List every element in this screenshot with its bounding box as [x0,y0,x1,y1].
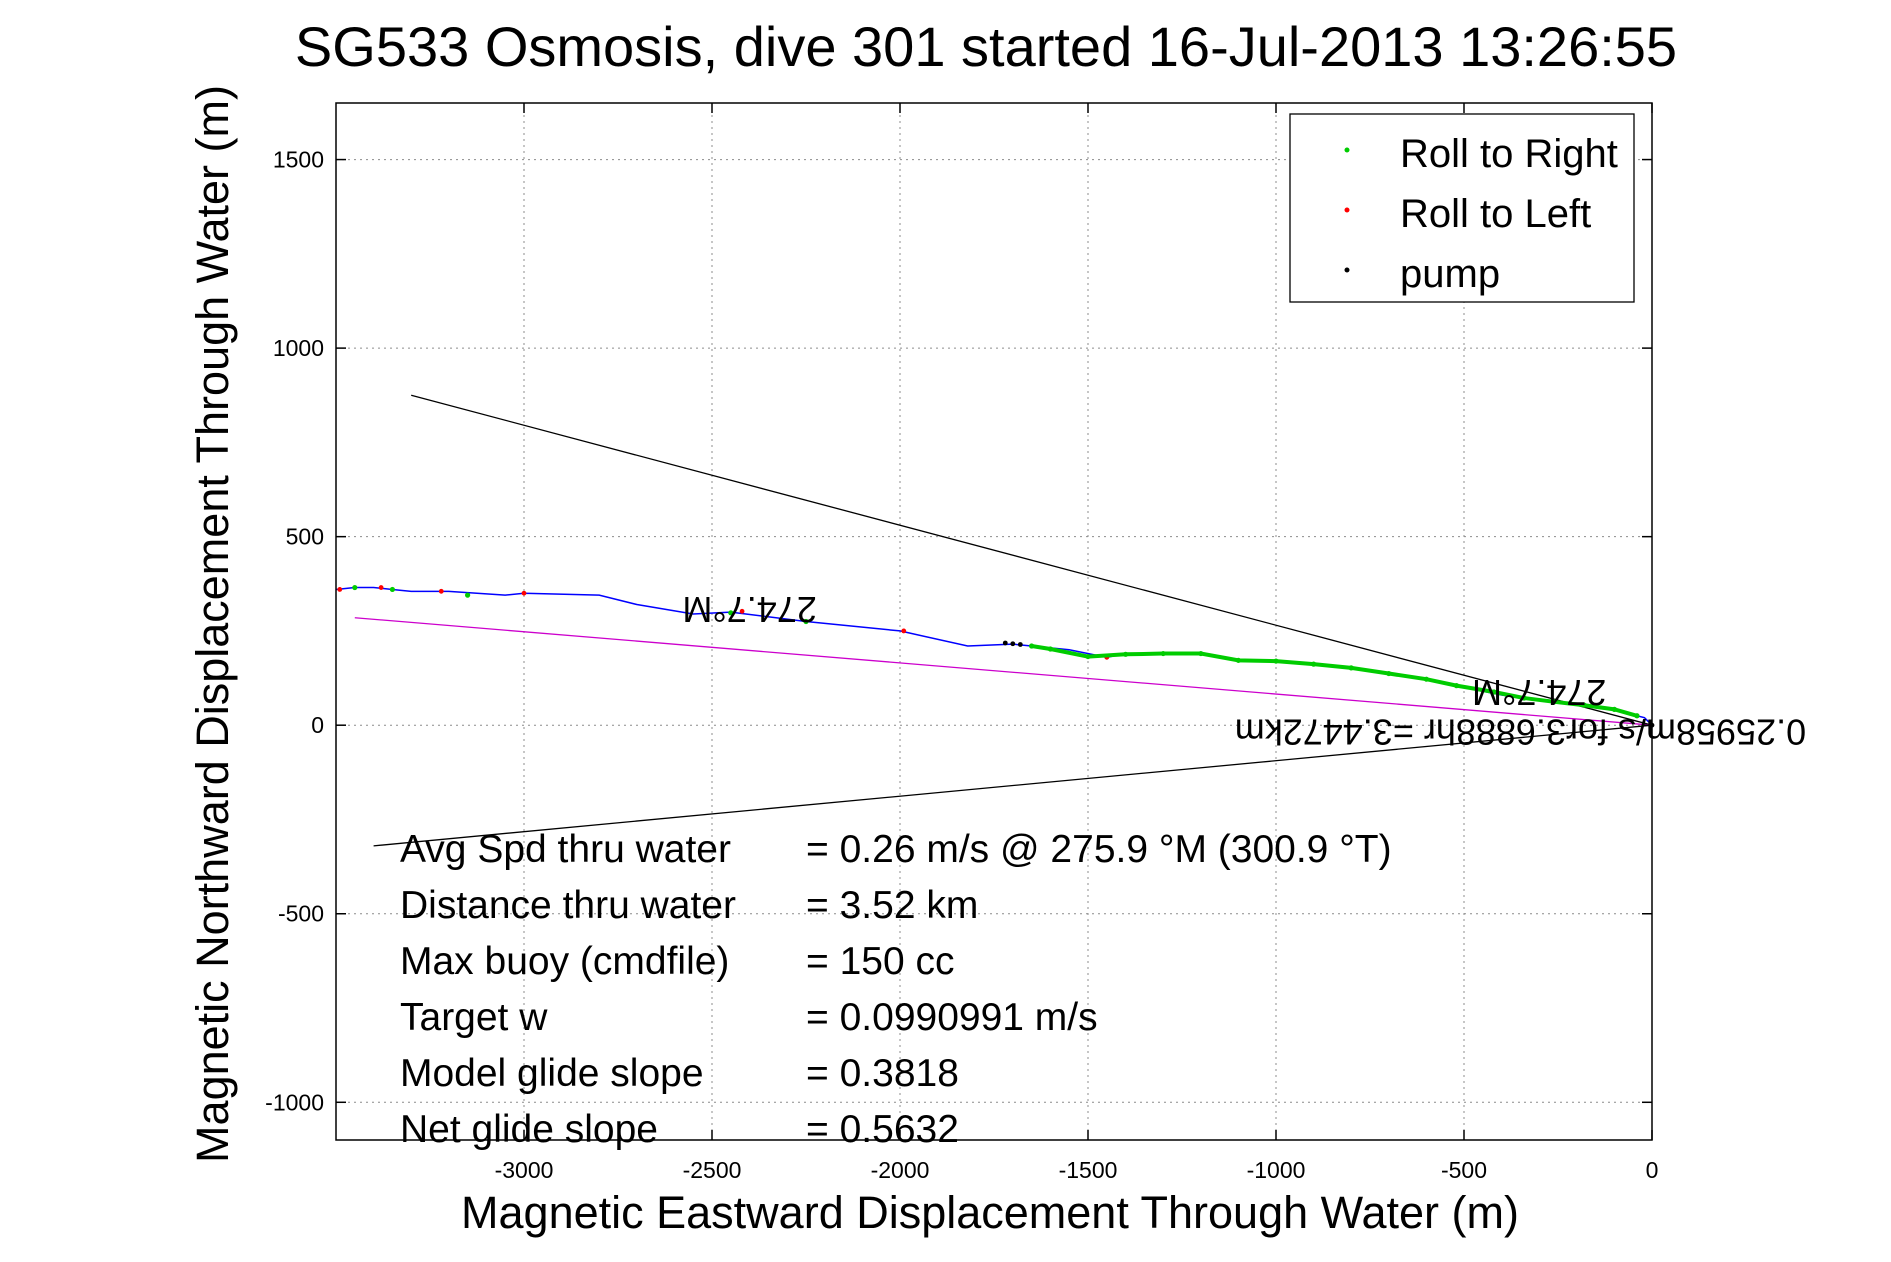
stat-label: Max buoy (cmdfile) [400,940,729,983]
legend-marker [1344,267,1350,273]
x-tick-label: -3000 [495,1157,554,1183]
data-point-pump [1002,640,1008,646]
reference-line-0 [411,394,1653,726]
annotation-0: 274.7°M [682,589,816,630]
y-tick-label: 0 [311,712,324,738]
legend-label: Roll to Right [1400,132,1618,176]
stat-value: = 0.5632 [806,1108,959,1151]
y-axis-label: Magnetic Northward Displacement Through … [187,85,238,1163]
chart-title: SG533 Osmosis, dive 301 started 16-Jul-2… [295,15,1677,78]
grid [336,103,1652,1140]
plot-frame [335,102,1653,1141]
stat-label: Model glide slope [400,1052,704,1095]
legend-marker [1344,207,1350,213]
x-tick-label: -2500 [683,1157,742,1183]
data-point-pump [1010,641,1016,647]
stat-label: Avg Spd thru water [400,828,731,871]
stat-value: = 150 cc [806,940,955,983]
reference-lines [354,394,1653,847]
y-tick-label: 1000 [273,335,324,361]
tick-labels: -3000 -2500 -2000 -1500 -1000 -500 0 -1000 -500 0… [265,103,1658,1183]
y-tick-label: -500 [278,901,324,927]
x-axis-label: Magnetic Eastward Displacement Through W… [461,1187,1519,1238]
data-point-roll-to-right [465,592,471,598]
y-tick-label: 1500 [273,147,324,173]
stat-label: Target w [400,996,548,1039]
data-point-roll-to-left [378,585,384,590]
x-tick-label: -2000 [871,1157,930,1183]
legend-label: Roll to Left [1400,192,1591,236]
reference-line-1 [373,724,1653,847]
x-tick-label: 0 [1646,1157,1659,1183]
stats-block: Avg Spd thru water = 0.26 m/s @ 275.9 °M … [400,828,1392,1151]
data-point-roll-to-left [521,590,527,596]
data-point-roll-to-left [901,628,907,634]
stat-value: = 0.3818 [806,1052,959,1095]
data-point-roll-to-right [803,618,809,625]
stat-label: Distance thru water [400,884,736,927]
stat-value: = 0.0990991 m/s [806,996,1098,1039]
data-point-roll-to-left [739,608,745,614]
stat-label: Net glide slope [400,1108,658,1151]
data-point-roll-to-left [438,588,444,594]
data-point-roll-to-right [728,610,734,616]
reference-line-2 [354,617,1653,726]
x-tick-label: -1500 [1059,1157,1118,1183]
roll-right-dense-segment [1031,644,1638,718]
data-point-roll-to-right [352,584,358,591]
data-point-roll-to-right [389,586,395,593]
x-tick-label: -500 [1441,1157,1487,1183]
legend: Roll to Right Roll to Left pump [1289,113,1635,303]
x-tick-label: -1000 [1247,1157,1306,1183]
data-point-roll-to-left [337,587,343,592]
legend-marker [1344,147,1350,153]
series-group [335,584,1655,728]
y-tick-label: -1000 [265,1089,324,1115]
y-tick-label: 500 [286,524,324,550]
annotation-1: 274.7°M [1472,672,1606,713]
stat-value: = 3.52 km [806,884,978,927]
data-point-pump [1017,642,1023,647]
stat-value: = 0.26 m/s @ 275.9 °M (300.9 °T) [806,828,1392,871]
annotation-2: 0.25958m/s for3.6888hr =3.4472km [1235,712,1806,753]
legend-label: pump [1400,252,1500,296]
